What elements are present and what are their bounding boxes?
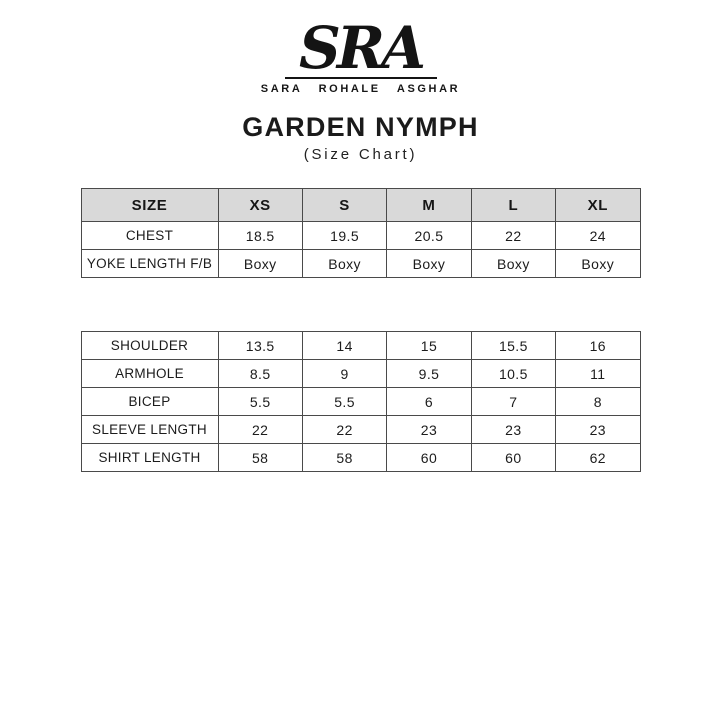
table-cell: 22	[217, 415, 303, 444]
row-label: YOKE LENGTH F/B	[80, 249, 219, 278]
table-cell: 58	[301, 443, 388, 472]
table-cell: 5.5	[301, 387, 388, 416]
table-row-yoke-length: YOKE LENGTH F/B Boxy Boxy Boxy Boxy Boxy	[80, 249, 641, 278]
table-cell: 23	[386, 415, 472, 444]
column-header-xs: XS	[217, 188, 303, 222]
table-cell: 16	[555, 331, 641, 360]
table-cell: Boxy	[555, 249, 641, 278]
table-cell: 22	[470, 221, 557, 250]
table-cell: 5.5	[217, 387, 303, 416]
table-row-chest: CHEST 18.5 19.5 20.5 22 24	[80, 221, 641, 250]
brand-divider	[284, 77, 437, 79]
table-cell: 13.5	[217, 331, 303, 360]
table-cell: 11	[555, 359, 641, 388]
row-label: CHEST	[80, 221, 219, 250]
table-cell: 62	[555, 443, 641, 472]
column-header-l: L	[470, 188, 557, 222]
table-cell: 23	[555, 415, 641, 444]
table-cell: Boxy	[217, 249, 303, 278]
table-cell: 18.5	[217, 221, 303, 250]
table-cell: 9.5	[386, 359, 472, 388]
size-table-header-row: SIZE XS S M L XL	[80, 188, 641, 222]
table-cell: 14	[301, 331, 388, 360]
table-row-shirt-length: SHIRT LENGTH 58 58 60 60 62	[80, 443, 641, 472]
column-header-m: M	[386, 188, 472, 222]
table-cell: 22	[301, 415, 388, 444]
row-label: ARMHOLE	[80, 359, 219, 388]
row-label: BICEP	[80, 387, 219, 416]
table-cell: 8	[555, 387, 641, 416]
measurements-table: SHOULDER 13.5 14 15 15.5 16 ARMHOLE 8.5 …	[80, 331, 641, 472]
table-cell: 58	[217, 443, 303, 472]
brand-name: SARA ROHALE ASGHAR	[260, 83, 461, 95]
column-header-xl: XL	[555, 188, 641, 222]
table-cell: 10.5	[470, 359, 557, 388]
size-table: SIZE XS S M L XL CHEST 18.5 19.5 20.5 22…	[80, 188, 641, 278]
table-cell: 60	[470, 443, 557, 472]
table-cell: 23	[470, 415, 557, 444]
table-cell: 20.5	[386, 221, 472, 250]
table-cell: 8.5	[217, 359, 303, 388]
table-cell: Boxy	[301, 249, 388, 278]
table-cell: 15.5	[470, 331, 557, 360]
table-cell: 15	[386, 331, 472, 360]
table-cell: 9	[301, 359, 388, 388]
row-label: SHIRT LENGTH	[80, 443, 219, 472]
column-header-s: S	[301, 188, 388, 222]
table-cell: Boxy	[386, 249, 472, 278]
page-subtitle: (Size Chart)	[303, 146, 418, 163]
table-row-armhole: ARMHOLE 8.5 9 9.5 10.5 11	[80, 359, 641, 388]
table-cell: Boxy	[470, 249, 557, 278]
table-row-bicep: BICEP 5.5 5.5 6 7 8	[80, 387, 641, 416]
row-label: SLEEVE LENGTH	[80, 415, 219, 444]
page-title: GARDEN NYMPH	[242, 112, 479, 142]
brand-monogram: SRA	[298, 14, 426, 82]
brand-logo: SRA SARA ROHALE ASGHAR	[0, 0, 721, 95]
table-cell: 7	[470, 387, 557, 416]
table-row-shoulder: SHOULDER 13.5 14 15 15.5 16	[80, 331, 641, 360]
table-cell: 6	[386, 387, 472, 416]
table-row-sleeve-length: SLEEVE LENGTH 22 22 23 23 23	[80, 415, 641, 444]
table-cell: 24	[555, 221, 641, 250]
row-label: SHOULDER	[80, 331, 219, 360]
table-cell: 60	[386, 443, 472, 472]
column-header-size: SIZE	[80, 188, 219, 222]
table-cell: 19.5	[301, 221, 388, 250]
